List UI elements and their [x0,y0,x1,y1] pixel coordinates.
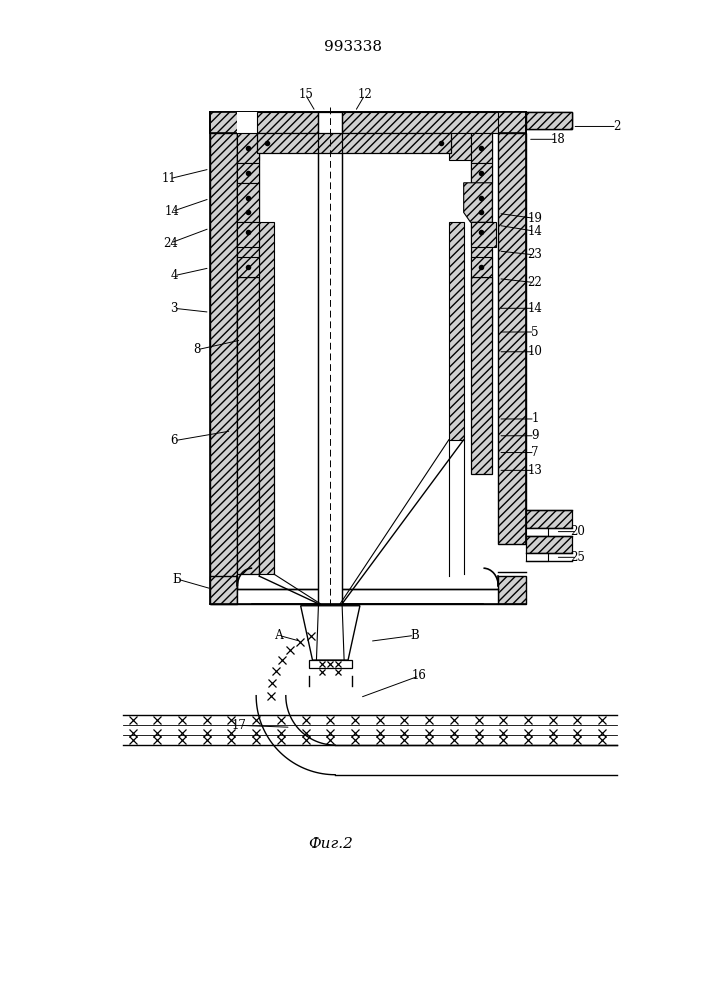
Bar [259,133,471,627]
Text: 19: 19 [527,212,542,225]
Text: 14: 14 [165,205,180,218]
Text: 14: 14 [527,302,542,315]
Bar [526,553,548,561]
Text: 18: 18 [550,133,565,146]
Text: 10: 10 [527,345,542,358]
Bar [238,163,259,183]
Polygon shape [238,183,259,222]
Text: 16: 16 [411,669,426,682]
Bar [238,589,498,604]
Bar [238,222,259,247]
Text: 17: 17 [232,719,247,732]
Bar [471,133,492,331]
Bar [210,133,238,604]
Text: 14: 14 [527,225,542,238]
Bar [471,222,496,247]
Text: 22: 22 [527,276,542,289]
Text: 12: 12 [358,88,373,101]
Text: 25: 25 [570,551,585,564]
Bar [471,277,492,474]
Bar [526,112,573,129]
Bar [526,510,573,528]
Text: 4: 4 [170,269,178,282]
Text: 7: 7 [531,446,539,459]
Bar [449,133,471,160]
Text: Фиг.2: Фиг.2 [308,837,353,851]
Bar [308,660,352,668]
Bar [471,133,492,163]
Bar [259,222,274,574]
Bar [526,536,573,553]
Bar [238,115,498,130]
Text: 23: 23 [527,248,542,261]
Bar [526,112,573,129]
Text: 9: 9 [531,429,539,442]
Text: 13: 13 [527,464,542,477]
Text: 6: 6 [170,434,178,447]
Text: 20: 20 [570,525,585,538]
Bar [498,133,526,544]
Text: 8: 8 [193,343,201,356]
Text: 24: 24 [163,237,177,250]
Bar [210,576,238,604]
Polygon shape [300,606,360,660]
Text: 1: 1 [531,412,539,425]
Bar [449,222,464,440]
Text: 5: 5 [531,326,539,339]
Text: 2: 2 [613,120,621,133]
Text: А: А [274,629,284,642]
Bar [257,133,451,153]
Bar [318,112,342,604]
Bar [238,133,259,163]
Text: 993338: 993338 [324,40,382,54]
Bar [238,133,259,356]
Bar [210,112,526,133]
Bar [238,257,259,277]
Text: Б: Б [173,573,182,586]
Bar [526,112,573,129]
Bar [526,528,548,536]
Polygon shape [464,183,492,222]
Bar [471,257,492,277]
Bar [210,112,526,133]
Bar [471,163,492,183]
Bar [238,112,477,133]
Bar [498,576,526,604]
Text: 11: 11 [162,172,177,185]
Text: В: В [410,629,419,642]
Bar [274,153,449,604]
Text: 15: 15 [298,88,313,101]
Bar [238,277,259,574]
Bar [257,112,498,133]
Text: 3: 3 [170,302,178,315]
